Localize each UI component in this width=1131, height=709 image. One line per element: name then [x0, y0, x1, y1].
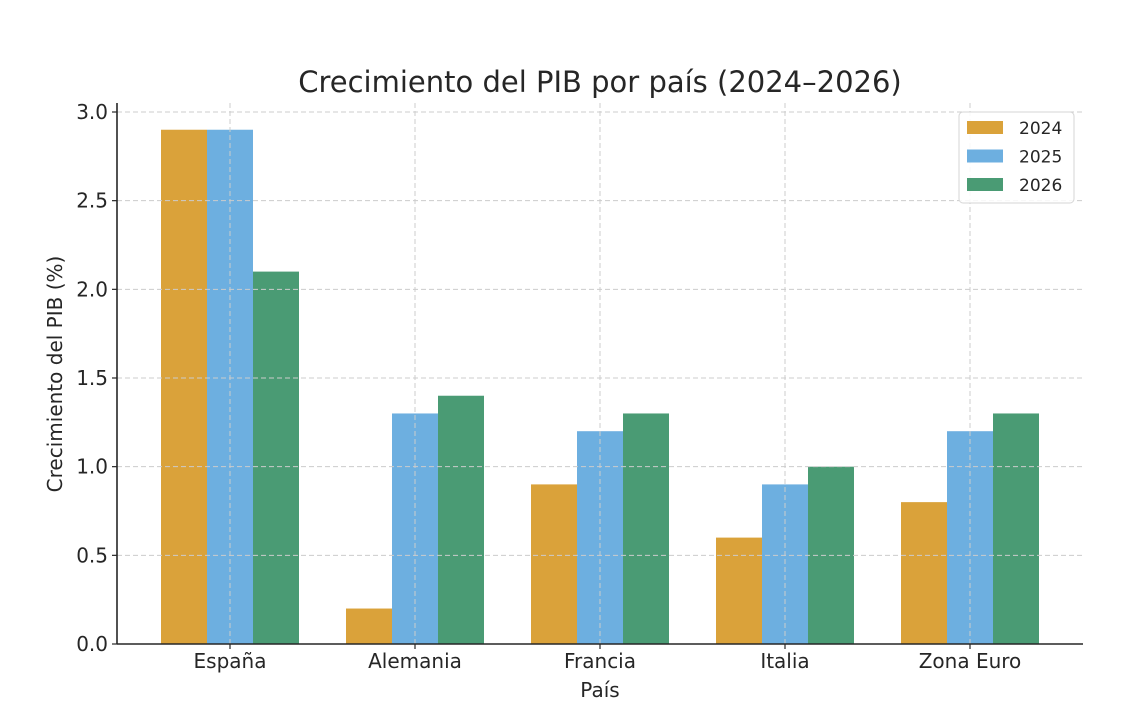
x-axis-ticks: España Alemania Francia Italia Zona Euro: [194, 644, 1022, 673]
y-tick-label: 2.0: [76, 277, 108, 301]
y-tick-label: 0.5: [76, 543, 108, 567]
bar-2026: [253, 271, 299, 644]
y-tick-label: 0.0: [76, 632, 108, 656]
x-tick-label: Alemania: [368, 649, 462, 673]
bar-2024: [901, 502, 947, 644]
chart-title: Crecimiento del PIB por país (2024–2026): [298, 65, 902, 99]
x-tick-label: Zona Euro: [919, 649, 1022, 673]
bar-2024: [161, 129, 207, 644]
legend-swatch-2026: [967, 178, 1003, 191]
y-tick-label: 2.5: [76, 189, 108, 213]
bar-2024: [531, 484, 577, 644]
bar-2026: [623, 413, 669, 644]
legend-swatch-2024: [967, 121, 1003, 134]
bar-2024: [716, 537, 762, 644]
y-tick-label: 1.0: [76, 455, 108, 479]
y-axis-ticks: 0.0 0.5 1.0 1.5 2.0 2.5 3.0: [76, 100, 117, 656]
legend: 2024 2025 2026: [958, 111, 1075, 204]
legend-label-2024: 2024: [1019, 119, 1062, 139]
legend-swatch-2025: [967, 149, 1003, 163]
x-tick-label: España: [194, 649, 267, 673]
legend-label-2025: 2025: [1019, 148, 1062, 168]
bar-2026: [438, 395, 484, 644]
x-tick-label: Italia: [760, 649, 809, 673]
y-tick-label: 3.0: [76, 100, 108, 124]
bar-2026: [993, 413, 1039, 644]
y-axis-label: Crecimiento del PIB (%): [43, 256, 67, 493]
bar-2025: [762, 484, 808, 644]
y-tick-label: 1.5: [76, 366, 108, 390]
legend-label-2026: 2026: [1019, 176, 1062, 196]
x-tick-label: Francia: [564, 649, 636, 673]
x-axis-label: País: [580, 678, 619, 702]
bar-2024: [346, 608, 392, 644]
